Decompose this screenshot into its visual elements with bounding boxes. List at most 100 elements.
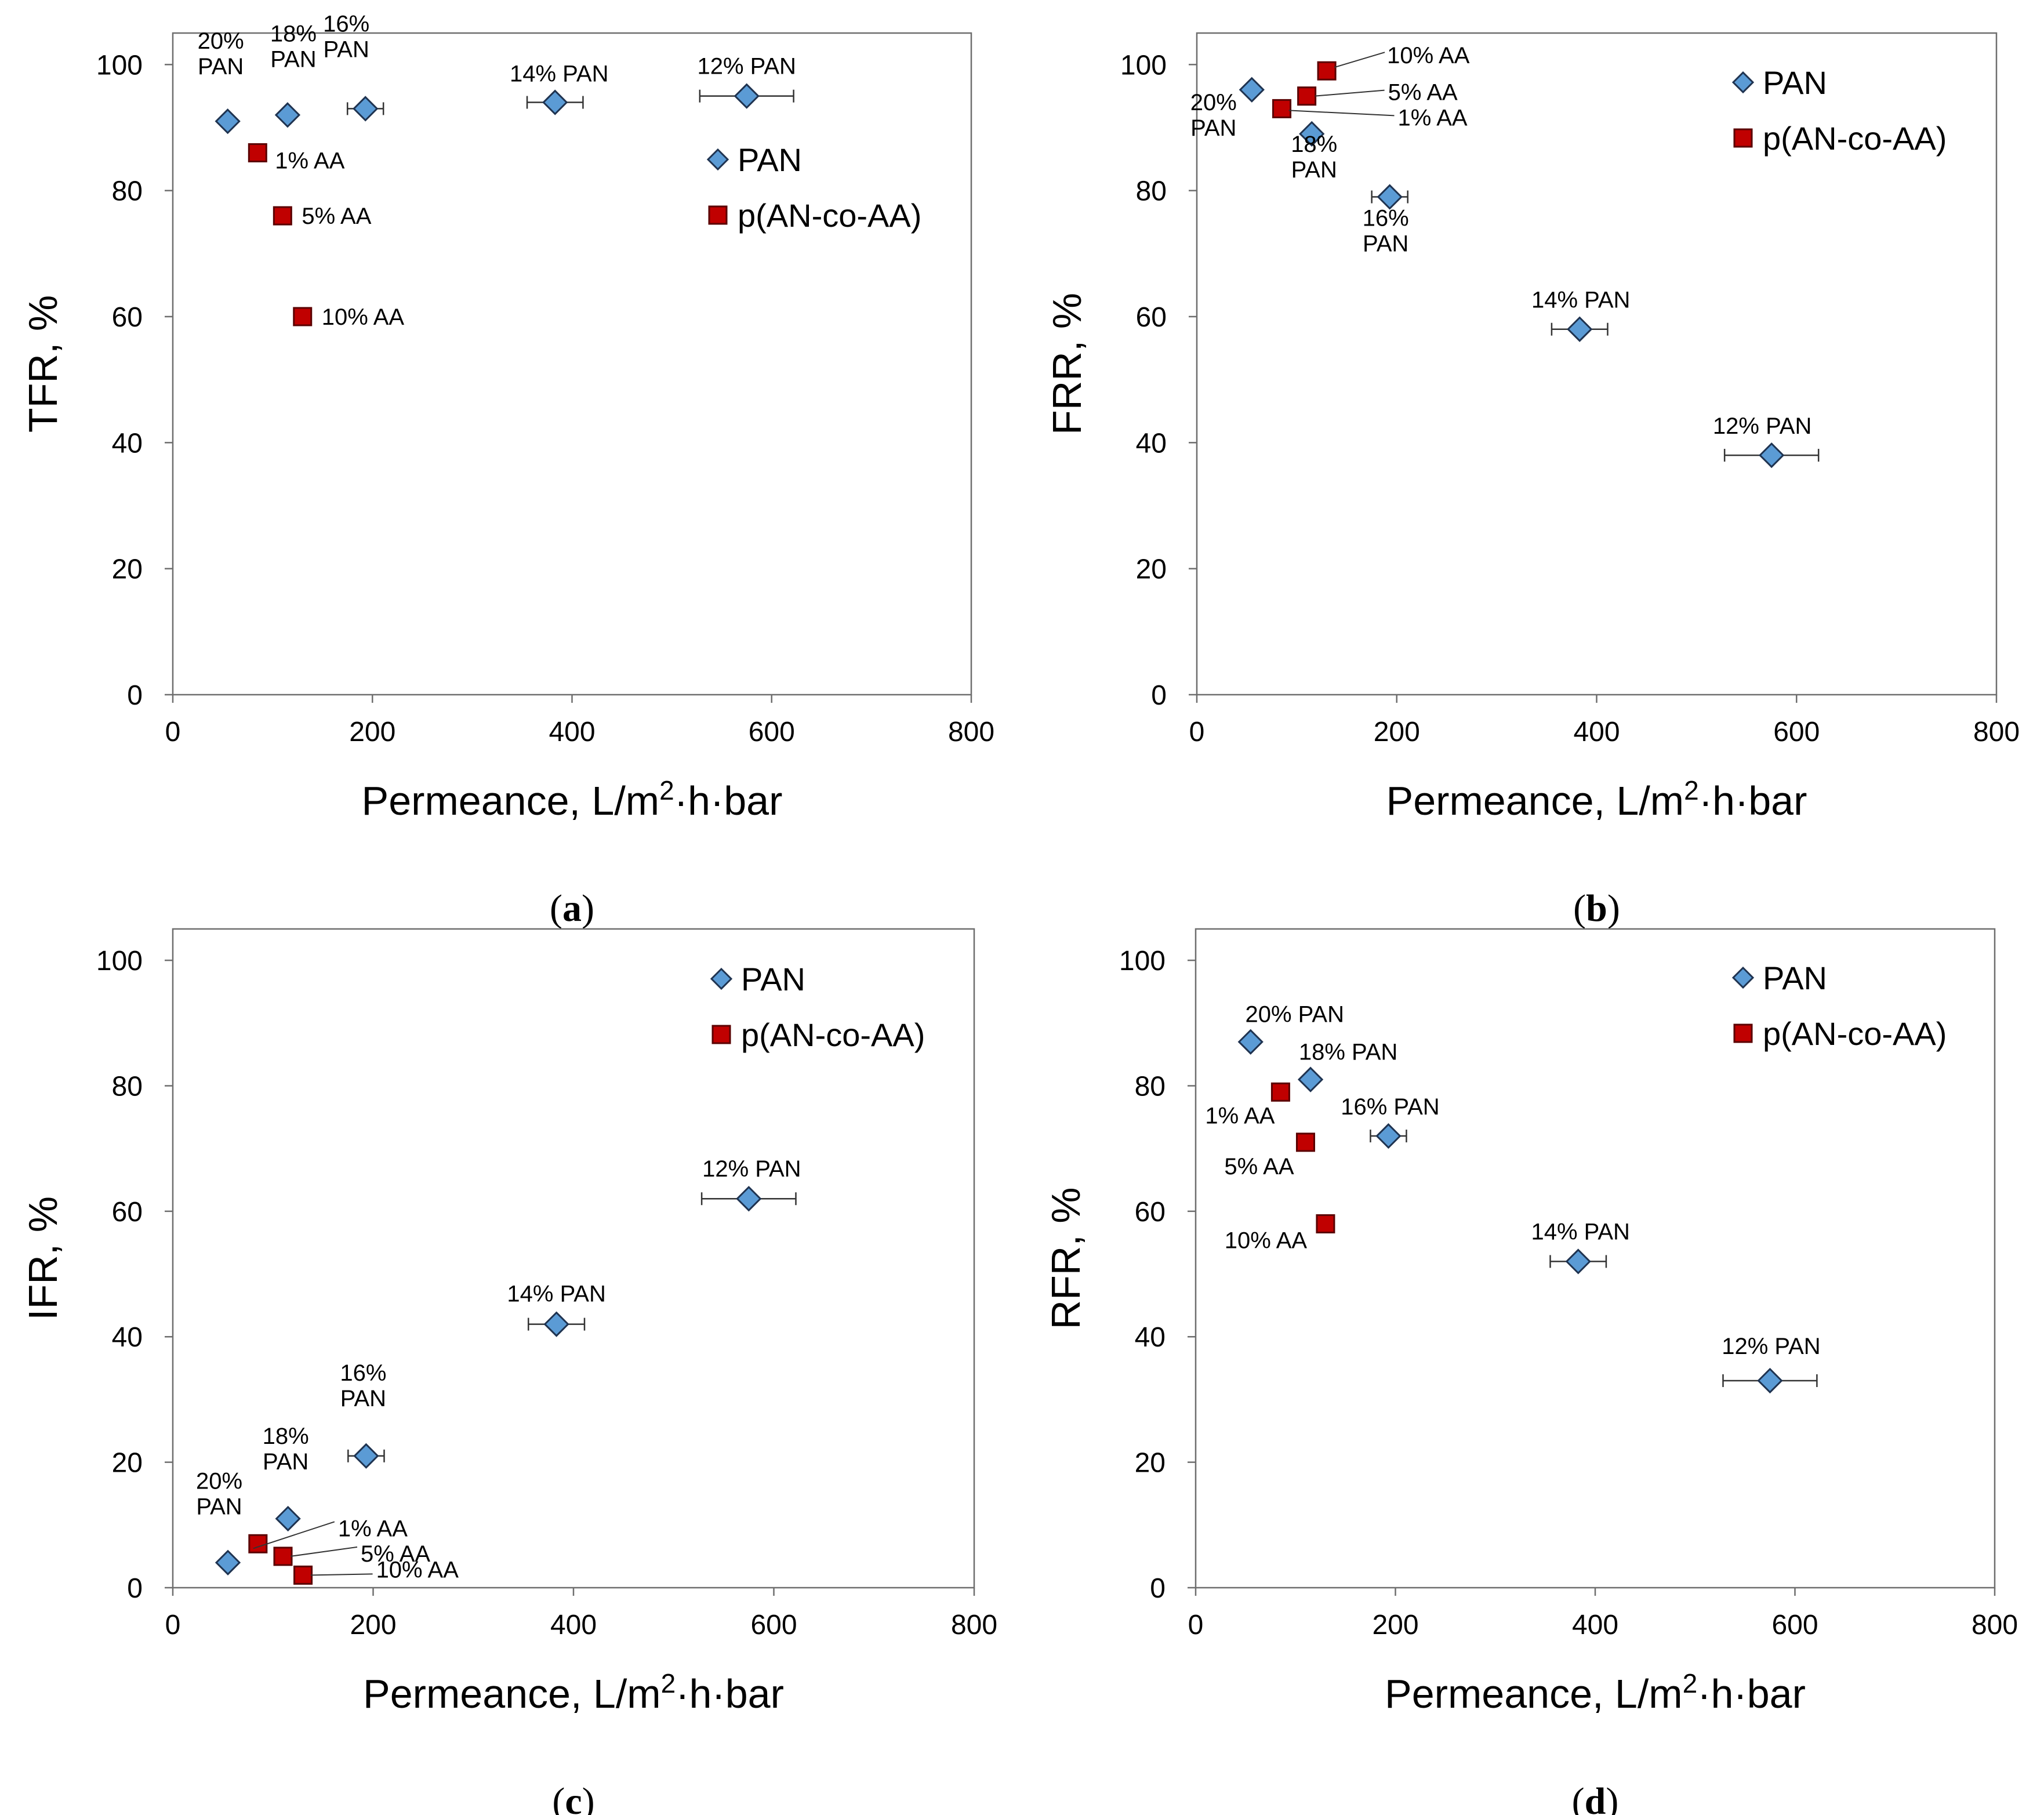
data-label: PAN	[1363, 231, 1408, 257]
data-point-aa	[273, 1547, 293, 1566]
panel-label-open: (	[1572, 1780, 1585, 1815]
y-tick-label: 60	[1135, 1197, 1166, 1228]
data-label: 10% AA	[376, 1557, 459, 1582]
data-label: PAN	[263, 1449, 308, 1475]
panel-label: (a)	[550, 887, 594, 930]
panel-label-close: )	[582, 1780, 595, 1815]
data-point-pan	[542, 89, 568, 115]
data-label: 14% PAN	[510, 61, 608, 87]
data-point-pan	[1299, 121, 1325, 147]
x-tick-label: 200	[1372, 1610, 1418, 1640]
y-tick-label: 100	[96, 50, 143, 81]
y-tick-label: 0	[1150, 1573, 1166, 1604]
data-label: PAN	[1291, 157, 1337, 183]
legend-marker-pan	[706, 148, 729, 171]
data-point-aa	[273, 206, 292, 226]
legend-marker-pan	[1731, 966, 1755, 989]
x-tick-label: 400	[550, 1610, 597, 1640]
data-point-aa	[248, 143, 267, 162]
data-label: 20% PAN	[1246, 1002, 1344, 1028]
data-label: 10% AA	[1387, 43, 1470, 68]
y-tick-label: 60	[112, 302, 143, 333]
x-axis-title-superscript: 2	[1683, 1668, 1698, 1698]
y-tick-label: 80	[112, 176, 143, 207]
legend-marker-aa	[711, 1025, 731, 1044]
data-label: 18%	[1291, 132, 1337, 157]
data-label: 18%	[270, 21, 317, 46]
panel-label-letter: a	[562, 887, 582, 930]
legend-marker-aa	[1733, 128, 1753, 148]
panel-label-letter: c	[565, 1780, 582, 1815]
x-tick-label: 600	[1771, 1610, 1818, 1640]
data-label: PAN	[324, 37, 369, 62]
panel-label-close: )	[1606, 1780, 1618, 1815]
x-tick-label: 800	[1973, 717, 2020, 747]
y-tick-label: 40	[112, 428, 143, 459]
y-tick-label: 80	[1136, 176, 1167, 207]
x-axis-title-units: ·h·bar	[676, 1671, 784, 1716]
data-label: 20%	[1190, 90, 1237, 115]
panel-label-open: (	[552, 1780, 565, 1815]
data-label: 1% AA	[1205, 1103, 1275, 1128]
y-tick-label: 40	[1136, 428, 1167, 459]
data-label: 5% AA	[361, 1541, 430, 1567]
data-label: PAN	[198, 54, 244, 79]
x-tick-label: 200	[349, 717, 395, 747]
panel-label-letter: d	[1585, 1780, 1606, 1815]
data-point-aa	[1270, 1082, 1290, 1102]
x-axis-title-units: ·h·bar	[1699, 778, 1807, 823]
data-label: PAN	[1190, 115, 1236, 141]
legend-label-aa: p(AN-co-AA)	[741, 1017, 925, 1053]
x-axis-title-main: Permeance, L/m	[1385, 1671, 1683, 1716]
x-tick-label: 800	[1972, 1610, 2018, 1640]
data-point-pan	[215, 1549, 241, 1576]
data-point-pan	[353, 96, 379, 122]
panel-label-close: )	[1607, 887, 1620, 930]
data-label: 18% PAN	[1299, 1040, 1397, 1065]
x-axis-title: Permeance, L/m2·h·bar	[362, 775, 783, 823]
data-label: 20%	[198, 28, 244, 54]
data-point-pan	[353, 1443, 379, 1469]
data-label: PAN	[196, 1494, 242, 1520]
legend-label-aa: p(AN-co-AA)	[1763, 120, 1947, 157]
x-axis-title-main: Permeance, L/m	[1386, 778, 1684, 823]
panel-label: (b)	[1573, 887, 1620, 930]
x-tick-label: 400	[1572, 1610, 1618, 1640]
y-tick-label: 40	[112, 1322, 143, 1353]
data-point-pan	[274, 102, 301, 128]
data-label: 14% PAN	[1531, 288, 1630, 313]
data-label: 12% PAN	[1713, 413, 1811, 439]
data-label: 5% AA	[1224, 1154, 1294, 1179]
y-tick-label: 20	[1136, 554, 1167, 585]
data-label: 1% AA	[1398, 105, 1468, 130]
data-label: 18%	[263, 1424, 309, 1449]
data-point-aa	[248, 1534, 268, 1553]
x-tick-label: 0	[165, 1610, 181, 1640]
data-point-pan	[1565, 1248, 1591, 1275]
data-label: 14% PAN	[507, 1282, 605, 1307]
data-label: 12% PAN	[1722, 1334, 1820, 1359]
chart-panel-a: 0 200 400 600 800 0 20 40 60 80 100 TFR, % Permeance…	[20, 11, 994, 930]
data-label: 5% AA	[1388, 80, 1458, 106]
data-label: 14% PAN	[1531, 1219, 1629, 1244]
x-tick-label: 400	[549, 717, 595, 747]
data-point-pan	[1567, 316, 1593, 342]
panel-label-open: (	[1573, 887, 1586, 930]
label-leader-line	[290, 1546, 358, 1557]
data-label: 10% AA	[322, 304, 405, 330]
data-point-pan	[275, 1505, 301, 1532]
chart-panel-c: 0 200 400 600 800 0 20 40 60 80 100 IFR, % Permeance…	[20, 928, 997, 1815]
data-point-aa	[293, 307, 313, 326]
y-axis-title: IFR, %	[20, 1196, 66, 1320]
legend-marker-aa	[1733, 1023, 1753, 1043]
data-point-aa	[1295, 1132, 1315, 1152]
legend-marker-pan	[710, 967, 733, 990]
x-axis-title-superscript: 2	[659, 775, 674, 805]
panel-label-close: )	[582, 887, 594, 930]
legend-label-pan: PAN	[741, 961, 805, 997]
x-tick-label: 0	[165, 717, 181, 747]
data-point-pan	[1237, 1029, 1264, 1055]
data-label: 16% PAN	[1341, 1094, 1439, 1120]
x-tick-label: 0	[1189, 717, 1205, 747]
